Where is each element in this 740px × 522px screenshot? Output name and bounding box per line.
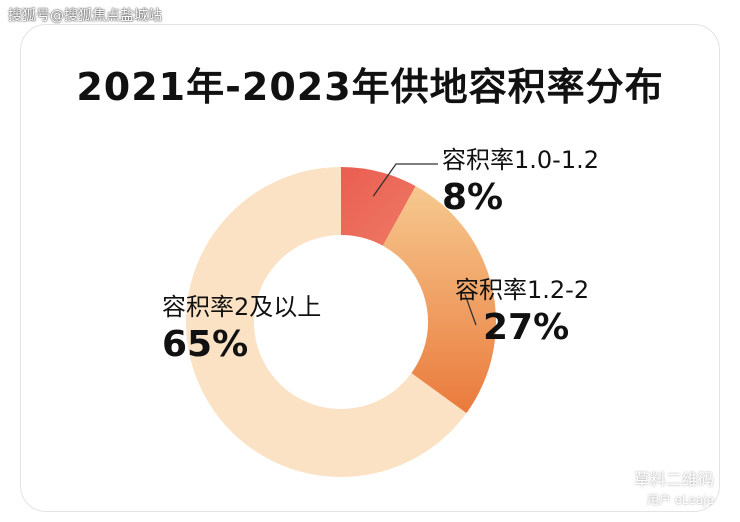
donut-slice-3 bbox=[185, 167, 467, 477]
chart-title: 2021年-2023年供地容积率分布 bbox=[76, 65, 664, 109]
watermark-line2: 用户 eLeaje bbox=[646, 493, 714, 507]
watermark-line1: 草料二维码 bbox=[633, 470, 714, 489]
slice-label-1-0-1-2: 容积率1.0-1.2 8% bbox=[442, 140, 599, 218]
slice-percent: 27% bbox=[483, 307, 570, 348]
slice-name: 容积率2及以上 bbox=[162, 293, 322, 321]
slice-label-2-plus: 容积率2及以上 65% bbox=[162, 287, 321, 365]
leader-line-slice-1 bbox=[372, 163, 438, 197]
donut-slice-1 bbox=[341, 167, 416, 246]
slice-percent: 8% bbox=[442, 177, 504, 218]
donut-slice-2 bbox=[382, 186, 496, 414]
slice-name: 容积率1.0-1.2 bbox=[442, 146, 599, 174]
slice-label-1-2-2: 容积率1.2-2 27% bbox=[455, 270, 589, 348]
slice-percent: 65% bbox=[162, 324, 249, 365]
watermark-qr-brand: 草料二维码 用户 eLeaje bbox=[634, 470, 714, 510]
slice-name: 容积率1.2-2 bbox=[455, 276, 590, 304]
leader-line-slice-2 bbox=[464, 294, 477, 326]
watermark-text-top: 搜狐号@搜狐焦点盐城站 bbox=[8, 8, 162, 24]
